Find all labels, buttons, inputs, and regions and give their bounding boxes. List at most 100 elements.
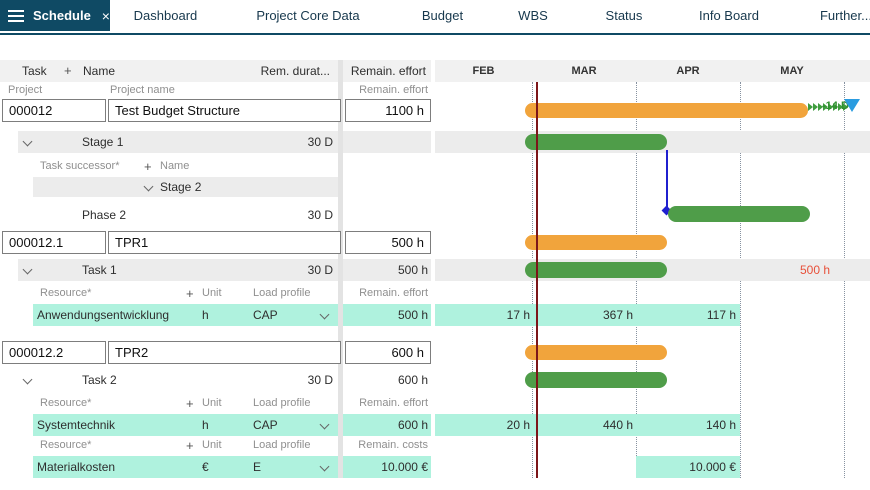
tab-further[interactable]: Further... [819,8,870,23]
task2-gantt-bar[interactable] [525,372,667,388]
tab-info-board[interactable]: Info Board [698,8,759,23]
resource2-unit: h [202,418,209,432]
tpr2-name-field[interactable] [108,341,341,364]
task1-gantt-bar[interactable] [525,262,667,278]
subheader-unit: Unit [202,287,222,299]
resource-subheader-row: Resource* + Unit Load profile Remain. ef… [0,395,431,412]
resource2-mar-value[interactable]: 440 h [602,418,633,432]
task2-name: Task 2 [82,373,117,387]
task1-overload-annotation: 500 h [799,263,830,277]
dependency-link-line [666,150,668,212]
tpr1-id-field[interactable] [2,231,106,254]
resource3-timeline-band [636,456,740,478]
tpr1-gantt-bar[interactable] [525,235,667,250]
resource1-timeline-band [435,304,740,326]
grid-header-left: Task + Name Rem. durat... [0,60,338,82]
task2-row[interactable]: Task 2 30 D [18,369,338,391]
timeline-header: FEB MAR APR MAY [435,60,870,82]
subheader-resource: Resource* [40,287,92,299]
resource3-load-profile[interactable]: E [253,460,262,474]
tab-status[interactable]: Status [605,8,643,23]
task2-effort-cell[interactable]: 600 h [397,373,428,387]
project-subheader-row: Project Project name Remain. effort [0,82,431,99]
resource2-load-profile[interactable]: CAP [253,418,278,432]
column-header-remain-effort[interactable]: Remain. effort [350,64,426,78]
resource3-name: Materialkosten [37,460,116,474]
phase2-row[interactable]: Phase 2 30 D [0,204,431,226]
stage1-gantt-bar[interactable] [525,134,667,150]
dropdown-chevron-icon[interactable] [319,419,330,430]
tab-dashboard[interactable]: Dashboard [133,8,198,23]
subheader-load-profile: Load profile [253,397,311,409]
resource2-apr-value[interactable]: 140 h [705,418,736,432]
collapse-task2-icon[interactable] [22,374,33,385]
add-column-icon[interactable]: + [186,286,194,301]
subheader-task-successor: Task successor* [40,160,120,172]
stage1-effort-cell[interactable] [343,131,431,153]
task1-effort-cell[interactable]: 500 h [343,259,431,281]
task1-name: Task 1 [82,263,117,277]
resource1-effort-cell[interactable]: 500 h [343,304,431,326]
tpr2-id-field[interactable] [2,341,106,364]
tab-bar: Schedule × Dashboard Project Core Data B… [0,0,870,35]
dropdown-chevron-icon[interactable] [319,309,330,320]
resource1-load-profile[interactable]: CAP [253,308,278,322]
collapse-task1-icon[interactable] [22,264,33,275]
subheader-remain-costs: Remain. costs [358,439,428,451]
project-gantt-bar[interactable] [525,103,808,118]
column-header-rem-duration[interactable]: Rem. durat... [260,64,330,78]
resource2-row[interactable]: Systemtechnik h CAP [33,414,338,436]
close-tab-icon[interactable]: × [101,7,110,24]
tab-budget[interactable]: Budget [421,8,464,23]
deadline-marker-icon[interactable] [844,99,860,112]
grid-header-effort: Remain. effort [343,60,431,82]
task1-row[interactable]: Task 1 30 D [18,259,338,281]
tab-wbs[interactable]: WBS [518,8,548,23]
subheader-resource: Resource* [40,397,92,409]
subheader-load-profile: Load profile [253,439,311,451]
tab-project-core-data[interactable]: Project Core Data [256,8,360,23]
task2-duration: 30 D [307,373,333,387]
tpr2-effort-field[interactable] [345,341,431,364]
column-separator [338,60,343,478]
tpr1-effort-field[interactable] [345,231,431,254]
tpr1-name-field[interactable] [108,231,341,254]
project-name-field[interactable] [108,99,341,122]
successor-subheader-row: Task successor* + Name [0,158,431,175]
resource2-name: Systemtechnik [37,418,116,432]
project-id-field[interactable] [2,99,106,122]
resource2-feb-value[interactable]: 20 h [506,418,530,432]
add-column-icon[interactable]: + [186,396,194,411]
resource3-apr-value[interactable]: 10.000 € [689,460,736,474]
menu-icon[interactable] [8,7,24,25]
resource3-row[interactable]: Materialkosten € E [33,456,338,478]
subheader-remain-effort: Remain. effort [359,84,428,96]
resource1-apr-value[interactable]: 117 h [706,308,736,322]
resource1-row[interactable]: Anwendungsentwicklung h CAP [33,304,338,326]
subheader-unit: Unit [202,397,222,409]
resource-subheader-row: Resource* + Unit Load profile Remain. ef… [0,285,431,302]
resource3-unit: € [202,460,209,474]
tpr2-gantt-bar[interactable] [525,345,667,360]
add-column-icon[interactable]: + [144,159,152,174]
chevron-down-icon[interactable] [143,181,154,192]
resource1-feb-value[interactable]: 17 h [506,308,530,322]
tab-schedule-active[interactable]: Schedule × [0,0,110,31]
column-header-name[interactable]: Name [83,64,116,78]
successor-row-stage2[interactable]: Stage 2 [33,177,338,197]
month-label-mar: MAR [571,65,597,77]
stage1-name: Stage 1 [82,135,124,149]
successor-stage2-name: Stage 2 [160,180,202,194]
collapse-stage1-icon[interactable] [22,136,33,147]
stage1-row[interactable]: Stage 1 30 D [18,131,338,153]
dropdown-chevron-icon[interactable] [319,461,330,472]
resource2-effort-cell[interactable]: 600 h [343,414,431,436]
phase2-gantt-bar[interactable] [668,206,810,222]
resource1-mar-value[interactable]: 367 h [602,308,633,322]
add-column-icon[interactable]: + [186,438,194,453]
project-effort-field[interactable] [345,99,431,122]
column-header-task[interactable]: Task [22,64,47,78]
resource3-costs-cell[interactable]: 10.000 € [343,456,431,478]
add-column-icon[interactable]: + [64,63,72,78]
